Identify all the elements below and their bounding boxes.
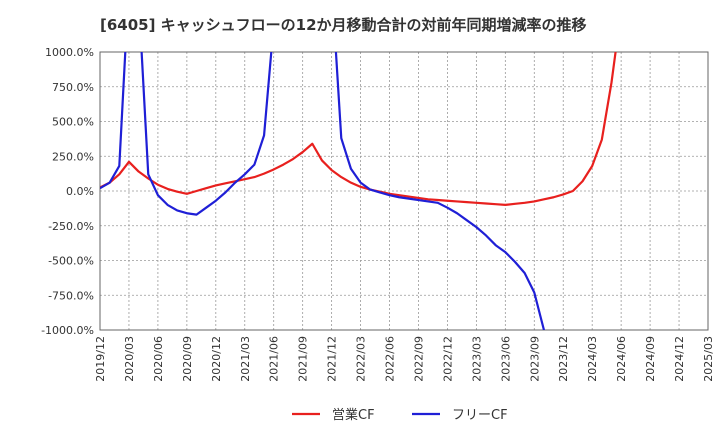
series-lines bbox=[100, 52, 617, 330]
x-tick-label: 2019/12 bbox=[94, 336, 107, 382]
y-tick-label: 250.0% bbox=[52, 150, 94, 163]
y-tick-label: -500.0% bbox=[48, 255, 94, 268]
x-tick-label: 2024/03 bbox=[586, 336, 599, 382]
series-line-0 bbox=[100, 52, 617, 206]
y-tick-label: 500.0% bbox=[52, 116, 94, 129]
x-tick-label: 2024/06 bbox=[615, 336, 628, 382]
x-tick-label: 2021/03 bbox=[239, 336, 252, 382]
axes bbox=[99, 51, 709, 331]
y-tick-label: 0.0% bbox=[66, 185, 94, 198]
x-tick-label: 2022/12 bbox=[441, 336, 454, 382]
x-tick-label: 2023/03 bbox=[470, 336, 483, 382]
x-tick-label: 2022/03 bbox=[355, 336, 368, 382]
y-tick-label: -250.0% bbox=[48, 220, 94, 233]
x-tick-label: 2024/09 bbox=[644, 336, 657, 382]
y-tick-label: 750.0% bbox=[52, 81, 94, 94]
legend-label-operating-cf: 営業CF bbox=[332, 407, 375, 423]
series-line-1 bbox=[100, 52, 546, 330]
y-tick-label: -750.0% bbox=[48, 289, 94, 302]
x-tick-label: 2020/09 bbox=[181, 336, 194, 382]
y-tick-label: -1000.0% bbox=[41, 324, 94, 337]
x-tick-label: 2022/06 bbox=[384, 336, 397, 382]
plot-frame bbox=[99, 51, 709, 331]
chart-title: [6405] キャッシュフローの12か月移動合計の対前年同期増減率の推移 bbox=[100, 16, 587, 34]
x-tick-label: 2022/09 bbox=[412, 336, 425, 382]
x-tick-label: 2020/06 bbox=[152, 336, 165, 382]
x-tick-labels: 2019/12 2020/03 2020/06 2020/09 2020/12 2021/… bbox=[94, 336, 715, 382]
x-tick-label: 2023/09 bbox=[528, 336, 541, 382]
x-tick-label: 2021/09 bbox=[297, 336, 310, 382]
x-tick-label: 2025/03 bbox=[702, 336, 715, 382]
y-tick-label: 1000.0% bbox=[45, 46, 94, 59]
x-tick-label: 2023/12 bbox=[557, 336, 570, 382]
x-tick-label: 2020/12 bbox=[210, 336, 223, 382]
x-tick-label: 2021/06 bbox=[268, 336, 281, 382]
x-tick-label: 2024/12 bbox=[673, 336, 686, 382]
x-tick-label: 2021/12 bbox=[326, 336, 339, 382]
grid bbox=[100, 52, 708, 330]
x-tick-label: 2023/06 bbox=[499, 336, 512, 382]
x-tick-label: 2020/03 bbox=[123, 336, 136, 382]
legend: 営業CF フリーCF bbox=[292, 407, 508, 423]
legend-label-free-cf: フリーCF bbox=[452, 408, 508, 423]
y-tick-labels: 1000.0% 750.0% 500.0% 250.0% 0.0% -250.0% -500… bbox=[41, 46, 94, 337]
